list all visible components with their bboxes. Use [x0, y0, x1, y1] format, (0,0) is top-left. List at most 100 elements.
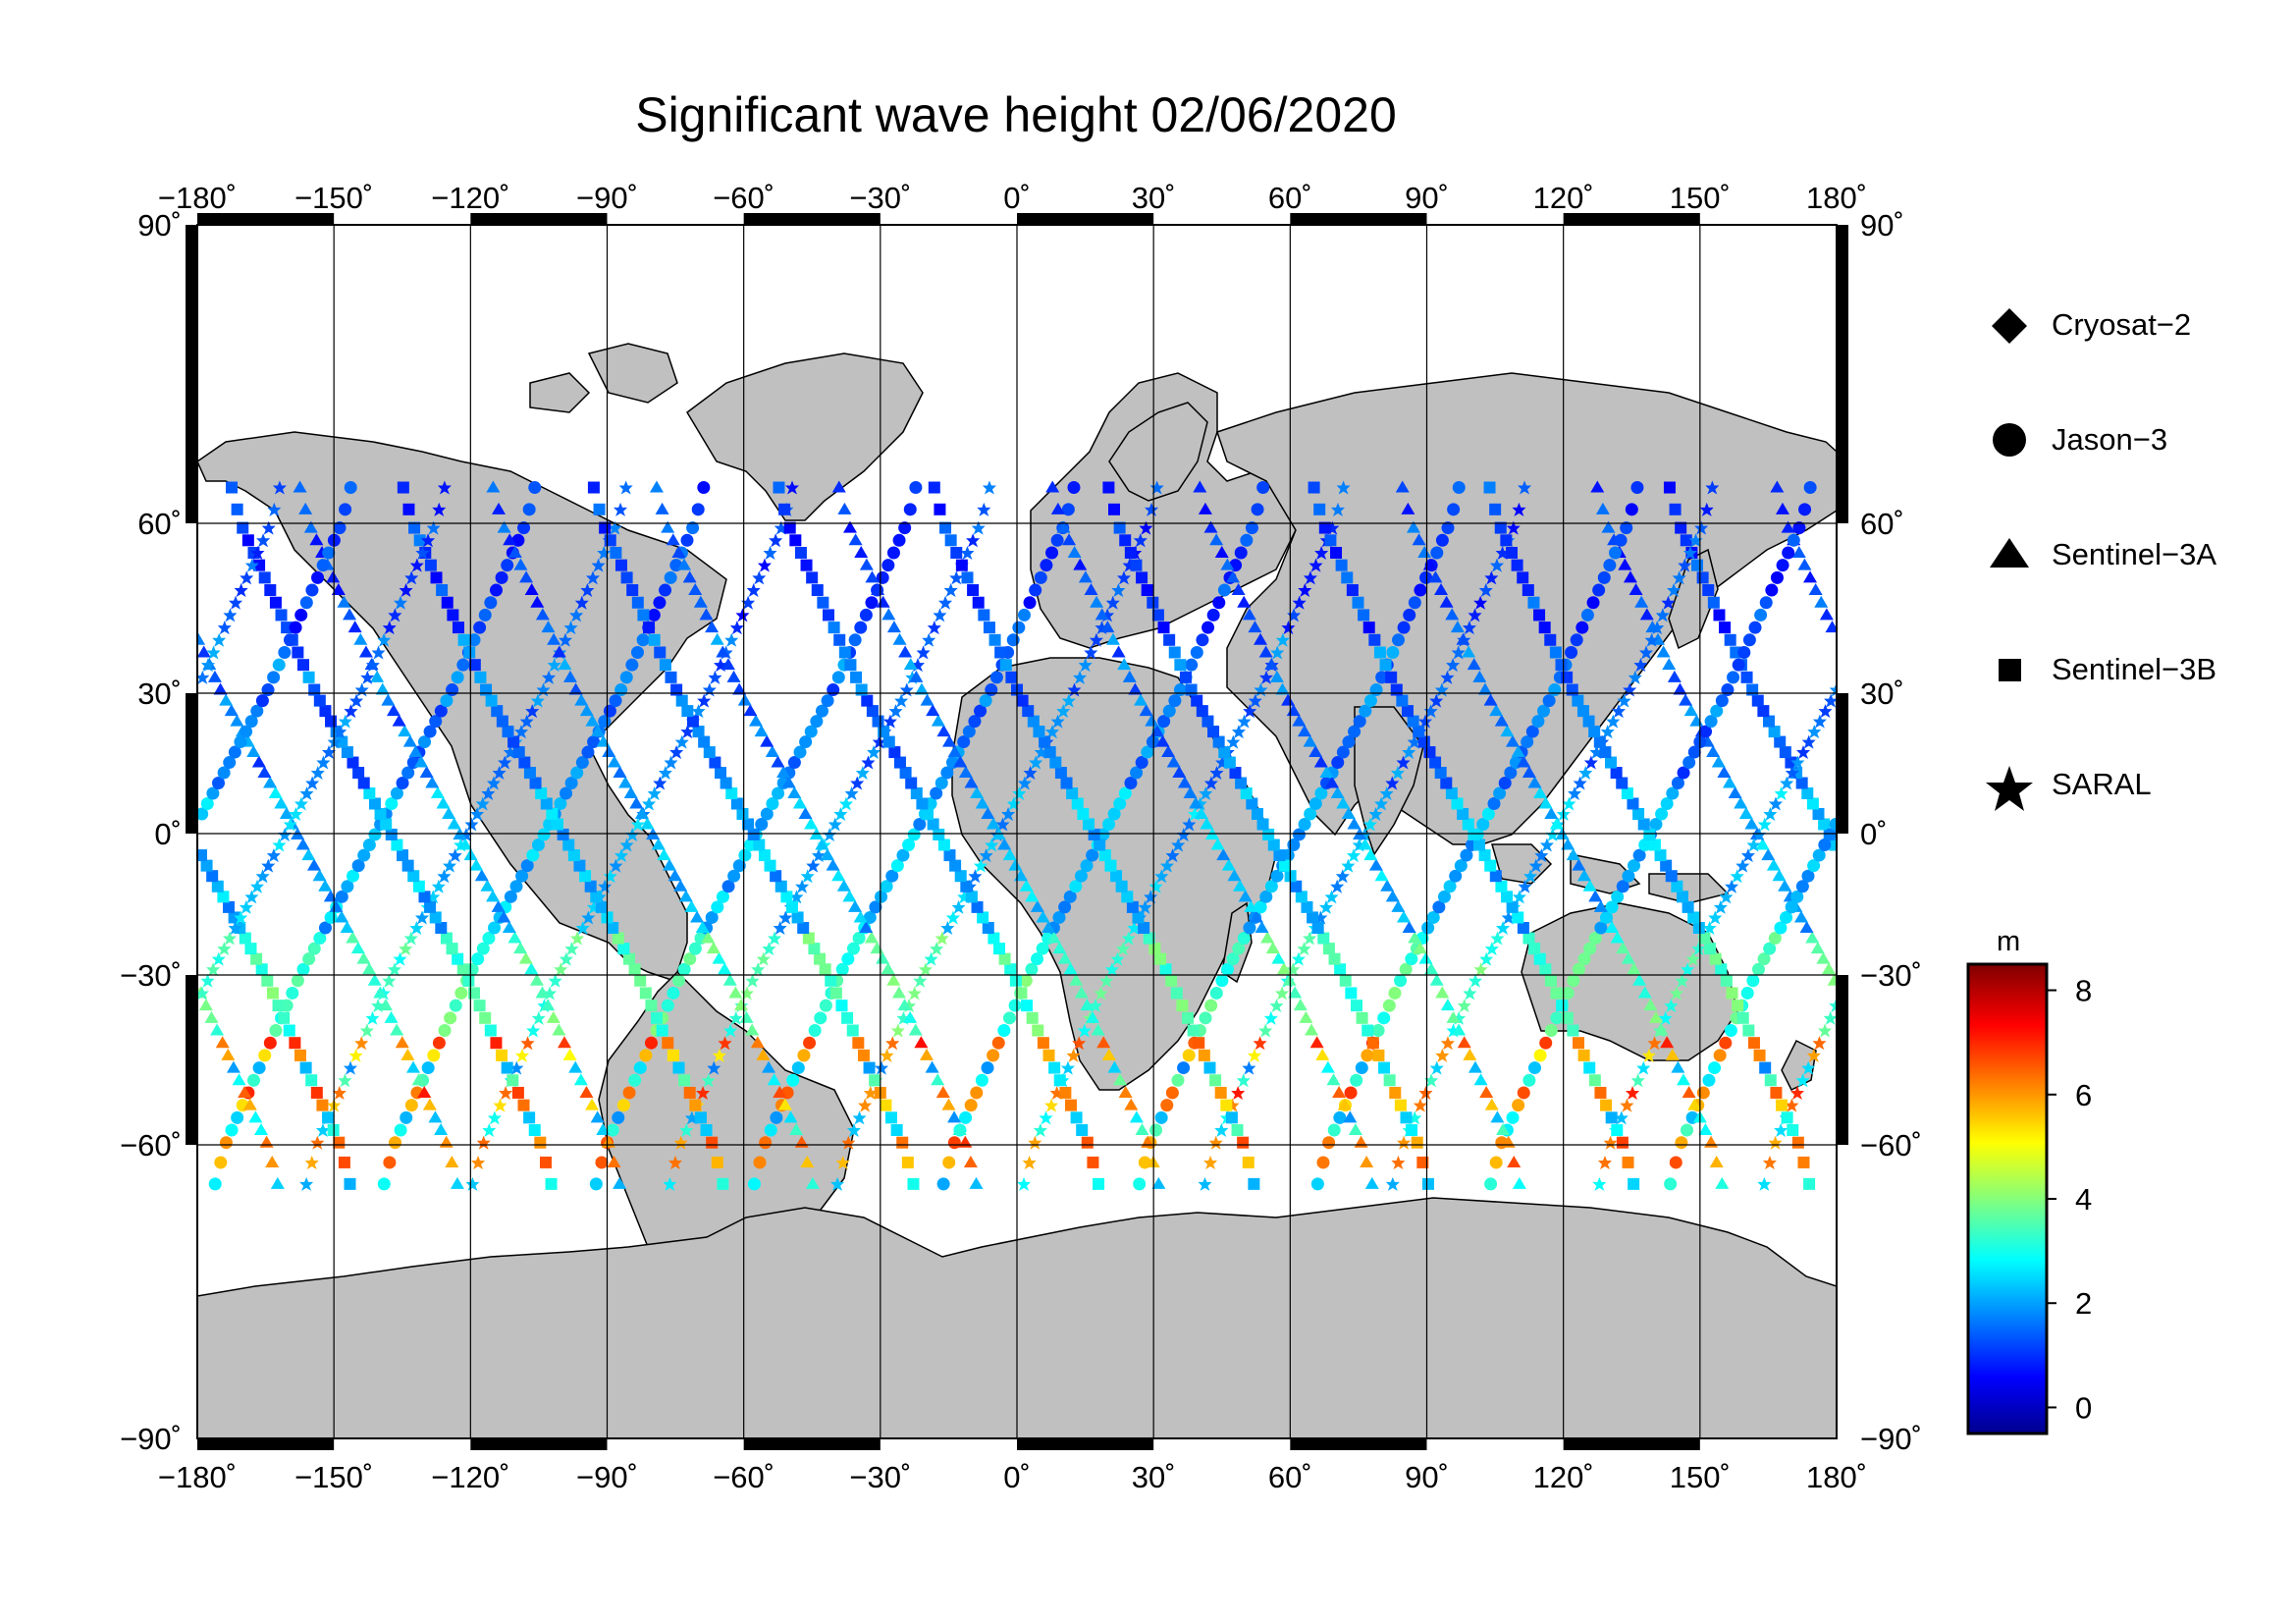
- track-point: [207, 670, 222, 682]
- track-point: [1269, 670, 1284, 682]
- track-point: [776, 766, 791, 779]
- track-point: [1434, 767, 1447, 780]
- track-point: [520, 859, 534, 873]
- track-point: [1726, 987, 1738, 1000]
- track-point: [244, 943, 257, 955]
- track-point: [1270, 869, 1284, 883]
- track-point: [1746, 683, 1759, 696]
- track-point: [1053, 1074, 1066, 1087]
- track-point: [1451, 797, 1464, 810]
- lon-tick-label-bottom: −30˚: [849, 1460, 911, 1494]
- track-point: [1369, 683, 1383, 697]
- track-point: [304, 1155, 319, 1169]
- track-point: [1498, 777, 1512, 790]
- track-point: [311, 570, 325, 584]
- track-point: [1812, 848, 1826, 862]
- track-point: [1435, 533, 1449, 547]
- track-point: [1105, 632, 1120, 645]
- track-point: [854, 621, 868, 634]
- track-point: [1242, 608, 1256, 621]
- track-point: [197, 632, 206, 645]
- track-point: [1816, 951, 1831, 964]
- track-point: [752, 570, 767, 585]
- track-point: [1095, 608, 1109, 621]
- track-point: [1681, 962, 1695, 977]
- track-point: [1620, 521, 1633, 535]
- track-point: [933, 608, 947, 622]
- track-point: [602, 745, 616, 758]
- track-point: [373, 986, 388, 999]
- track-point: [390, 1023, 404, 1036]
- diamond-icon: [1992, 308, 2027, 344]
- track-point: [891, 986, 906, 999]
- track-point: [1742, 633, 1756, 647]
- track-point: [375, 682, 390, 695]
- track-point: [1130, 766, 1144, 780]
- track-point: [1256, 818, 1269, 831]
- track-point: [686, 715, 699, 728]
- track-point: [999, 659, 1012, 672]
- track-point: [806, 858, 821, 873]
- track-point: [541, 999, 556, 1011]
- track-point: [833, 633, 846, 646]
- track-point: [1504, 766, 1518, 780]
- track-point: [520, 1036, 535, 1051]
- track-point: [793, 745, 807, 759]
- track-point: [457, 633, 470, 646]
- track-point: [299, 596, 313, 610]
- track-point: [1203, 1155, 1218, 1169]
- track-point: [1279, 859, 1292, 872]
- track-point: [927, 818, 939, 831]
- track-point: [303, 520, 318, 533]
- track-point: [1605, 900, 1619, 914]
- lon-tick-label-bottom: 120˚: [1533, 1460, 1594, 1494]
- track-point: [1416, 1156, 1429, 1168]
- track-point: [1757, 952, 1771, 966]
- track-point: [1440, 777, 1453, 789]
- track-point: [313, 694, 326, 707]
- track-point: [1267, 839, 1280, 851]
- track-point: [1688, 533, 1703, 548]
- track-point: [1512, 1099, 1525, 1112]
- track-point: [1305, 1023, 1319, 1036]
- track-point: [507, 1074, 519, 1087]
- track-point: [867, 745, 881, 760]
- track-point: [988, 633, 1001, 646]
- track-point: [263, 776, 278, 788]
- track-point: [736, 807, 749, 820]
- track-point: [1673, 682, 1687, 695]
- track-point: [275, 609, 288, 622]
- track-point: [418, 891, 431, 903]
- track-point: [1597, 1155, 1612, 1169]
- track-point: [1511, 559, 1523, 571]
- track-point: [960, 880, 973, 893]
- track-point: [1362, 622, 1375, 634]
- track-point: [1015, 987, 1028, 1000]
- track-point: [1715, 963, 1728, 976]
- track-point: [1227, 869, 1242, 882]
- track-point: [272, 658, 286, 672]
- track-point: [1533, 786, 1548, 799]
- track-point: [1223, 756, 1236, 769]
- track-point: [607, 1155, 621, 1167]
- track-point: [712, 951, 726, 964]
- track-point: [1796, 745, 1811, 760]
- frame-bar-top: [1017, 213, 1154, 225]
- track-point: [967, 584, 980, 597]
- track-point: [653, 596, 667, 610]
- track-point: [1248, 621, 1262, 633]
- track-point: [360, 670, 375, 684]
- track-point: [197, 986, 209, 1001]
- track-point: [1315, 1048, 1330, 1060]
- track-point: [985, 838, 999, 852]
- track-point: [347, 756, 359, 769]
- track-point: [441, 596, 454, 609]
- track-point: [486, 480, 501, 493]
- track-point: [501, 1061, 513, 1074]
- track-point: [417, 735, 431, 749]
- track-point: [1544, 633, 1557, 646]
- track-point: [1568, 786, 1582, 801]
- track-point: [1539, 1036, 1553, 1050]
- track-point: [1610, 931, 1625, 944]
- track-point: [1237, 1136, 1250, 1149]
